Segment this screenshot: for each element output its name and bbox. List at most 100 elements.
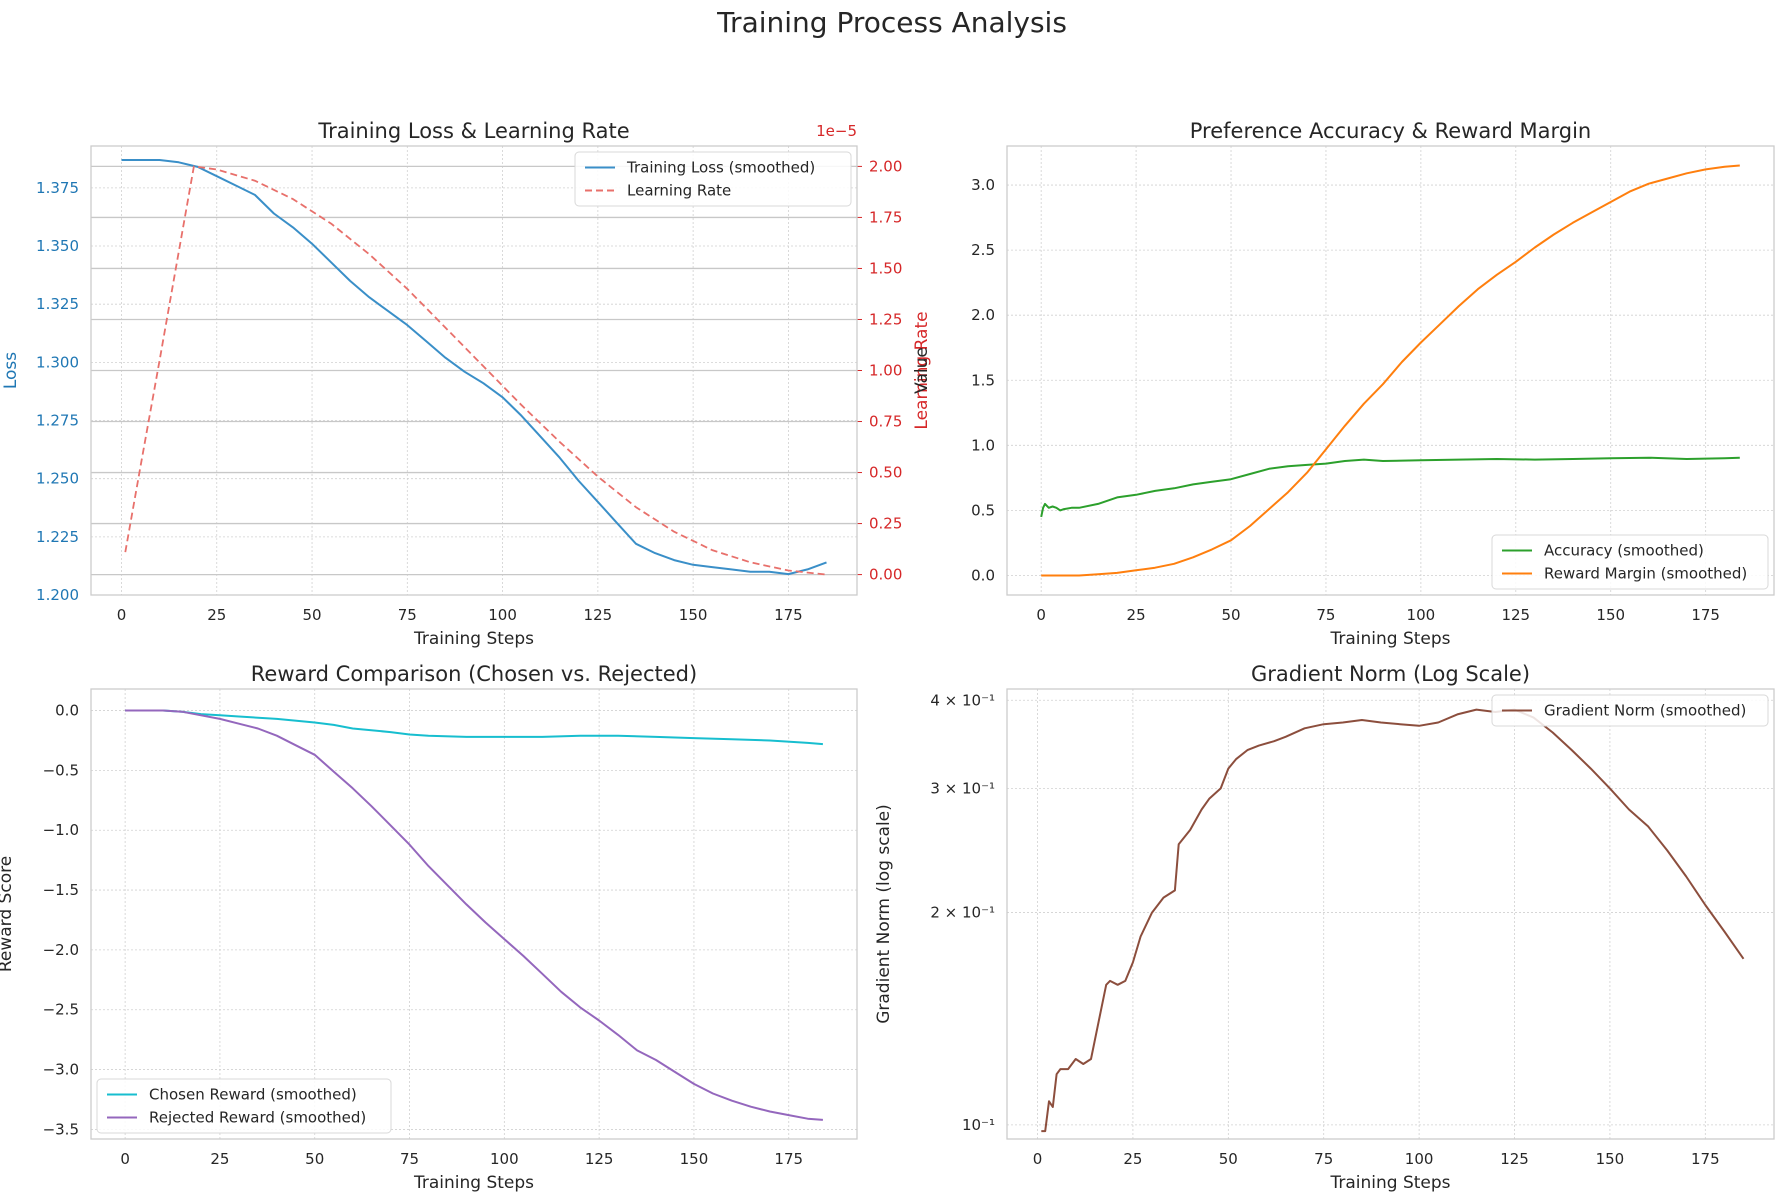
y-tick-label: 2.0 bbox=[971, 306, 995, 324]
series-line-reward-1 bbox=[125, 709, 823, 1121]
series-line-loss-0 bbox=[121, 159, 827, 576]
chart-title: Preference Accuracy & Reward Margin bbox=[1190, 119, 1591, 143]
x-tick-label: 75 bbox=[1314, 1150, 1333, 1168]
y-tick-label: 2 × 10⁻¹ bbox=[930, 904, 995, 922]
plot-area bbox=[1007, 146, 1774, 595]
x-tick-label: 25 bbox=[1123, 1150, 1142, 1168]
x-tick-label: 175 bbox=[1691, 606, 1720, 624]
y-tick-label: 3.0 bbox=[971, 176, 995, 194]
x-tick-label: 0 bbox=[120, 1150, 130, 1168]
y-tick-label: 0.5 bbox=[971, 501, 995, 519]
x-tick-label: 50 bbox=[1219, 1150, 1238, 1168]
y-tick-label: −1.0 bbox=[43, 821, 79, 839]
legend-label: Reward Margin (smoothed) bbox=[1544, 565, 1747, 583]
y2-tick-label: 0.50 bbox=[869, 464, 902, 482]
legend-label: Gradient Norm (smoothed) bbox=[1544, 702, 1746, 720]
x-tick-label: 150 bbox=[680, 1150, 709, 1168]
series-line-pref-0 bbox=[1040, 456, 1740, 518]
x-tick-label: 75 bbox=[400, 1150, 419, 1168]
y-tick-label: 1.200 bbox=[36, 586, 79, 604]
y-tick-label: −2.0 bbox=[43, 941, 79, 959]
x-tick-label: 100 bbox=[488, 606, 517, 624]
y-tick-label: 4 × 10⁻¹ bbox=[930, 691, 995, 709]
axes-frame bbox=[90, 688, 858, 1140]
legend: Accuracy (smoothed) Reward Margin (smooth… bbox=[1491, 534, 1769, 590]
y-axis-label: Gradient Norm (log scale) bbox=[874, 804, 894, 1024]
x-tick-label: 175 bbox=[1691, 1150, 1720, 1168]
x-axis-label: Training Steps bbox=[1329, 629, 1450, 649]
x-tick-label: 0 bbox=[117, 606, 127, 624]
series-line-loss-1 bbox=[124, 165, 827, 576]
y-tick-label: 0.0 bbox=[55, 702, 79, 720]
x-tick-label: 25 bbox=[1127, 606, 1146, 624]
chart-reward: 0 25 50 75 100 125 150 175 0.0 −0.5 −1.0 −1.5 −2.0 −2… bbox=[0, 662, 858, 1193]
legend-label: Learning Rate bbox=[627, 182, 731, 200]
legend-label: Chosen Reward (smoothed) bbox=[149, 1086, 357, 1104]
x-tick-label: 150 bbox=[1596, 1150, 1625, 1168]
x-tick-label: 25 bbox=[210, 1150, 229, 1168]
legend-label: Training Loss (smoothed) bbox=[626, 159, 815, 177]
legend-label: Rejected Reward (smoothed) bbox=[149, 1109, 366, 1127]
x-tick-label: 75 bbox=[1316, 606, 1335, 624]
y-tick-label: −0.5 bbox=[43, 761, 79, 779]
x-tick-label: 100 bbox=[1407, 606, 1436, 624]
series-line-pref-1 bbox=[1041, 164, 1740, 577]
y-tick-label: 1.325 bbox=[36, 295, 79, 313]
y2-tick-label: 0.00 bbox=[869, 566, 902, 584]
x-axis-label: Training Steps bbox=[413, 1173, 534, 1193]
x-tick-label: 50 bbox=[302, 606, 321, 624]
legend: Training Loss (smoothed) Learning Rate bbox=[574, 151, 852, 207]
figure-title: Training Process Analysis bbox=[717, 6, 1067, 39]
y-tick-label: 3 × 10⁻¹ bbox=[930, 779, 995, 797]
x-axis-label: Training Steps bbox=[1329, 1173, 1450, 1193]
y2-tick-label: 1.00 bbox=[869, 362, 902, 380]
x-tick-label: 100 bbox=[1405, 1150, 1434, 1168]
series-line-reward-0 bbox=[125, 709, 823, 746]
x-tick-label: 125 bbox=[1501, 606, 1530, 624]
y-tick-label: 1.250 bbox=[36, 470, 79, 488]
x-tick-label: 0 bbox=[1036, 606, 1046, 624]
y-tick-label: −3.5 bbox=[43, 1120, 79, 1138]
legend: Chosen Reward (smoothed) Rejected Reward … bbox=[96, 1078, 392, 1134]
y2-tick-label: 0.25 bbox=[869, 515, 902, 533]
chart-pref: 0 25 50 75 100 125 150 175 0.0 0.5 1.0 1.5 2.0 2.5 3.0… bbox=[912, 119, 1775, 649]
x-tick-label: 175 bbox=[774, 1150, 803, 1168]
x-tick-label: 125 bbox=[585, 1150, 614, 1168]
y-tick-label: 0.0 bbox=[971, 566, 995, 584]
y-tick-label: 1.375 bbox=[36, 179, 79, 197]
legend-box bbox=[1491, 534, 1769, 590]
series-line-grad-0 bbox=[1041, 708, 1745, 1133]
y-axis-label: Reward Score bbox=[0, 856, 16, 972]
legend-box bbox=[96, 1078, 392, 1134]
y-axis-label: Value bbox=[912, 347, 932, 394]
y2-tick-label: 2.00 bbox=[869, 157, 902, 175]
y-tick-label: 1.300 bbox=[36, 353, 79, 371]
plot-area bbox=[1007, 689, 1774, 1139]
x-tick-label: 0 bbox=[1033, 1150, 1043, 1168]
y-tick-label: 1.350 bbox=[36, 237, 79, 255]
y-tick-label: 2.5 bbox=[971, 241, 995, 259]
y2-axis-label: Learning Rate bbox=[912, 311, 932, 429]
x-tick-label: 50 bbox=[1221, 606, 1240, 624]
plot-area bbox=[91, 689, 857, 1139]
x-tick-label: 50 bbox=[305, 1150, 324, 1168]
x-tick-label: 175 bbox=[774, 606, 803, 624]
x-tick-label: 75 bbox=[398, 606, 417, 624]
y-tick-label: 1.275 bbox=[36, 412, 79, 430]
x-tick-label: 125 bbox=[584, 606, 613, 624]
axes-frame bbox=[1006, 145, 1775, 596]
legend-label: Accuracy (smoothed) bbox=[1544, 542, 1704, 560]
y2-tick-label: 1.50 bbox=[869, 259, 902, 277]
y-tick-label: −1.5 bbox=[43, 881, 79, 899]
x-tick-label: 150 bbox=[679, 606, 708, 624]
axes-frame bbox=[90, 145, 858, 596]
y-tick-label: 1.225 bbox=[36, 528, 79, 546]
chart-grad: 0 25 50 75 100 125 150 175 10⁻¹ 2 × 10⁻¹ 3 × 10⁻¹ 4… bbox=[874, 662, 1775, 1193]
x-tick-label: 25 bbox=[207, 606, 226, 624]
y-tick-label: −2.5 bbox=[43, 1001, 79, 1019]
chart-title: Gradient Norm (Log Scale) bbox=[1251, 662, 1530, 686]
y-tick-label: 1.5 bbox=[971, 371, 995, 389]
y2-tick-label: 0.75 bbox=[869, 413, 902, 431]
legend-box bbox=[1491, 694, 1769, 727]
